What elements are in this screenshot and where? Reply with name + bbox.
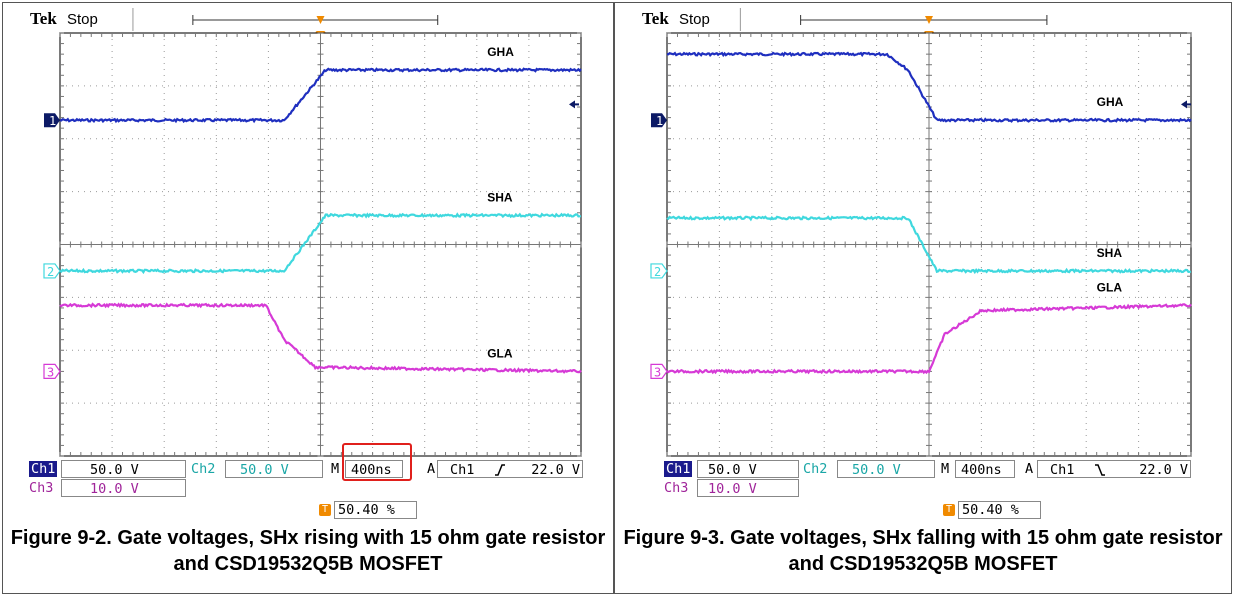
trigger-position-marker bbox=[316, 16, 325, 24]
trace-sha bbox=[666, 215, 1192, 275]
ch1-scale: 50.0 V bbox=[697, 460, 799, 478]
figure-caption: Figure 9-3. Gate voltages, SHx falling w… bbox=[623, 527, 1223, 575]
timebase-value: 400ns bbox=[955, 460, 1015, 478]
trigger-position-marker bbox=[925, 16, 933, 24]
ch2-scale: 50.0 V bbox=[837, 460, 935, 478]
ch1-label: Ch1 bbox=[664, 461, 693, 477]
trigger-position-readout: T 50.40 % bbox=[943, 501, 1041, 519]
trace-gha bbox=[666, 51, 1192, 123]
channel-marker-number: 2 bbox=[654, 265, 661, 279]
graticule-grid bbox=[59, 32, 582, 457]
timebase-label: M bbox=[941, 461, 950, 477]
trigger-marker-icon: T bbox=[319, 504, 331, 516]
ch3-scale: 10.0 V bbox=[61, 479, 186, 497]
ch2-scale: 50.0 V bbox=[225, 460, 323, 478]
timebase-value: 400ns bbox=[345, 460, 403, 478]
channel-marker-number: 3 bbox=[47, 365, 54, 379]
channel-1-marker: 1 bbox=[651, 113, 667, 128]
channel-marker-number: 1 bbox=[49, 114, 56, 128]
oscilloscope-display: T123GHASHAGLA bbox=[650, 8, 1192, 457]
trace-gla bbox=[59, 302, 582, 374]
channel-marker-number: 3 bbox=[654, 365, 661, 379]
ch3-label: Ch3 bbox=[29, 480, 54, 496]
timebase-highlight-box bbox=[342, 443, 412, 481]
acquisition-status: Stop bbox=[679, 11, 710, 28]
channel-marker-number: 2 bbox=[47, 265, 54, 279]
label-gla: GLA bbox=[487, 346, 513, 360]
trace-sha bbox=[59, 212, 582, 275]
brand-label: Tek bbox=[642, 9, 669, 28]
channel-marker-shape bbox=[43, 263, 61, 279]
ch1-scale: 50.0 V bbox=[61, 460, 186, 478]
trigger-position-readout: T 50.40 % bbox=[319, 501, 417, 519]
ch1-label: Ch1 bbox=[29, 461, 58, 477]
ch1-readout: Ch1 bbox=[664, 460, 693, 478]
trigger-source: Ch1 bbox=[1050, 462, 1075, 478]
channel-marker-shape bbox=[43, 363, 61, 379]
timebase-label: M bbox=[331, 461, 340, 477]
ch1-readout: Ch1 bbox=[29, 460, 58, 478]
channel-marker-shape bbox=[44, 113, 60, 128]
label-gha: GHA bbox=[487, 45, 514, 59]
trigger-marker-icon: T bbox=[943, 504, 955, 516]
trace-gla bbox=[666, 303, 1192, 375]
label-sha: SHA bbox=[1097, 246, 1123, 260]
channel-marker-number: 1 bbox=[656, 114, 663, 128]
ch3-scale: 10.0 V bbox=[697, 479, 799, 497]
acquisition-status: Stop bbox=[67, 11, 98, 28]
figure-caption: Figure 9-2. Gate voltages, SHx rising wi… bbox=[10, 527, 606, 575]
label-sha: SHA bbox=[487, 190, 513, 204]
channel-marker-shape bbox=[650, 363, 668, 379]
trigger-level-arrow bbox=[569, 100, 575, 109]
channel-2-marker: 2 bbox=[650, 263, 668, 279]
channel-marker-shape bbox=[650, 263, 668, 279]
ch2-label: Ch2 bbox=[803, 461, 828, 477]
trigger-source: Ch1 bbox=[450, 462, 475, 478]
figure-9-3-panel: Tek Stop T 1 2 3 GHA SHA GLA Ch1 50.0 V Ch2 50… bbox=[614, 2, 1232, 594]
channel-marker-shape bbox=[651, 113, 667, 128]
trigger-box: Ch1 22.0 V bbox=[437, 460, 583, 478]
brand-label: Tek bbox=[30, 9, 57, 28]
trigger-level: 22.0 V bbox=[1139, 462, 1188, 478]
trigger-position: 50.40 % bbox=[334, 501, 417, 519]
channel-2-marker: 2 bbox=[43, 263, 61, 279]
channel-1-marker: 1 bbox=[44, 113, 60, 128]
trigger-box: Ch1 22.0 V bbox=[1037, 460, 1191, 478]
figure-9-2-panel: Tek Stop T 1 2 3 GHA SHA GLA Ch1 50.0 V Ch2 50… bbox=[2, 2, 614, 594]
ch3-label: Ch3 bbox=[664, 480, 689, 496]
rising-edge-icon bbox=[495, 464, 505, 476]
channel-3-marker: 3 bbox=[43, 363, 61, 379]
label-gha: GHA bbox=[1097, 95, 1124, 109]
trigger-label: A bbox=[427, 461, 436, 477]
oscilloscope-display: T123GHASHAGLA bbox=[43, 8, 582, 481]
trigger-level-arrow bbox=[1181, 100, 1187, 109]
trigger-level: 22.0 V bbox=[531, 462, 580, 478]
falling-edge-icon bbox=[1095, 464, 1105, 476]
trigger-position: 50.40 % bbox=[958, 501, 1041, 519]
trace-gha bbox=[59, 67, 582, 124]
label-gla: GLA bbox=[1097, 280, 1123, 294]
ch2-label: Ch2 bbox=[191, 461, 216, 477]
trigger-label: A bbox=[1025, 461, 1034, 477]
channel-3-marker: 3 bbox=[650, 363, 668, 379]
